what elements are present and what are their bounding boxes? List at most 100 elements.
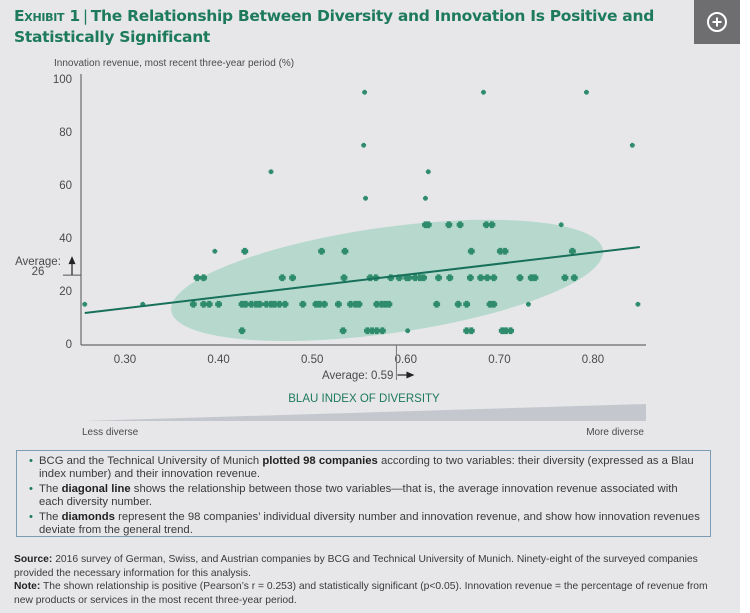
data-point	[501, 247, 509, 255]
note-text: The	[39, 511, 62, 523]
data-point	[363, 195, 368, 201]
note-text: represent the 98 companies’ individual d…	[39, 511, 700, 536]
data-point	[570, 274, 578, 282]
data-point	[445, 221, 453, 229]
y-tick-label: 80	[59, 127, 72, 139]
x-tick-label: 0.40	[207, 354, 229, 366]
explanation-item: The diagonal line shows the relationship…	[29, 483, 700, 508]
data-point	[482, 221, 490, 229]
data-point	[467, 247, 475, 255]
y-tick-label: 0	[66, 339, 72, 351]
data-point	[256, 300, 264, 308]
data-point	[425, 169, 431, 175]
source-note: Source: 2016 survey of German, Swiss, an…	[14, 553, 729, 580]
data-point	[467, 327, 475, 335]
x-tick-label: 0.60	[395, 354, 417, 366]
scale-low-label: Less diverse	[82, 427, 139, 438]
data-point	[629, 142, 635, 148]
data-point	[561, 274, 569, 282]
note-text: The	[39, 483, 62, 495]
data-point	[454, 300, 462, 308]
data-point	[268, 169, 274, 175]
x-tick-label: 0.80	[582, 354, 604, 366]
y-tick-label: 40	[59, 233, 72, 245]
note-text: shows the relationship between those two…	[39, 483, 678, 508]
y-axis-title: Innovation revenue, most recent three-ye…	[54, 58, 294, 69]
explanation-item: BCG and the Technical University of Muni…	[29, 455, 700, 480]
data-point	[516, 274, 524, 282]
y-average-arrow-icon	[68, 256, 76, 276]
data-point	[238, 327, 246, 335]
x-tick-label: 0.30	[114, 354, 136, 366]
data-point	[420, 274, 427, 282]
data-point	[276, 300, 283, 308]
data-point	[242, 300, 250, 308]
data-point	[477, 274, 485, 282]
note-text: BCG and the Technical University of Muni…	[39, 455, 263, 467]
y-tick-label: 60	[59, 180, 72, 192]
data-point	[212, 248, 218, 254]
note-text: The shown relationship is positive (Pear…	[14, 581, 708, 606]
note: Note: The shown relationship is positive…	[14, 580, 729, 607]
data-point	[385, 300, 393, 308]
data-point	[82, 301, 88, 307]
data-point	[193, 274, 201, 282]
source-label: Source:	[14, 554, 53, 565]
exhibit-label: Exhibit 1	[14, 7, 80, 25]
data-point	[341, 247, 349, 255]
data-point	[456, 221, 464, 229]
data-point	[318, 247, 325, 255]
y-tick-label: 20	[59, 286, 72, 298]
data-point	[423, 195, 428, 201]
title-separator: |	[82, 7, 88, 25]
data-point	[435, 274, 442, 282]
exhibit-title: Exhibit 1 | The Relationship Between Diver…	[14, 6, 684, 48]
title-text: The Relationship Between Diversity and I…	[14, 7, 654, 46]
y-average-label: Average:	[15, 256, 61, 268]
note-emphasis: plotted 98 companies	[262, 455, 378, 467]
plus-circle-icon	[707, 12, 727, 32]
explanation-item: The diamonds represent the 98 companies’…	[29, 511, 700, 536]
data-point	[463, 300, 471, 308]
data-point	[584, 89, 589, 95]
data-point	[490, 274, 498, 282]
y-tick-label: 100	[53, 74, 72, 86]
data-point	[558, 222, 564, 228]
data-point	[289, 274, 296, 282]
note-emphasis: diagonal line	[61, 483, 131, 495]
data-point	[405, 274, 413, 282]
data-point	[635, 301, 641, 307]
note-emphasis: diamonds	[61, 511, 115, 523]
data-point	[466, 274, 474, 282]
data-point	[281, 300, 289, 308]
note-text: according to two variables: their divers…	[39, 455, 694, 480]
data-point	[490, 300, 498, 308]
data-point	[215, 300, 222, 308]
footnotes: Source: 2016 survey of German, Swiss, an…	[14, 553, 729, 607]
scale-high-label: More diverse	[586, 427, 644, 438]
data-point	[424, 221, 432, 229]
data-point	[355, 300, 363, 308]
data-point	[200, 300, 208, 308]
data-point	[507, 327, 515, 335]
data-point	[405, 328, 411, 334]
x-average-label: Average: 0.59	[322, 370, 393, 382]
cluster-ellipse	[171, 219, 604, 342]
data-point	[481, 89, 486, 95]
data-point	[189, 300, 197, 308]
x-tick-label: 0.50	[301, 354, 323, 366]
data-point	[433, 300, 441, 308]
explanation-box: BCG and the Technical University of Muni…	[16, 450, 711, 537]
data-point	[569, 247, 576, 255]
data-point	[299, 300, 307, 308]
data-point	[200, 274, 208, 282]
scatter-chart: Innovation revenue, most recent three-ye…	[15, 58, 646, 438]
expand-button[interactable]	[694, 0, 740, 44]
data-point	[526, 301, 531, 307]
data-point	[379, 327, 386, 335]
data-point	[362, 89, 368, 95]
trend-line	[84, 246, 640, 314]
data-point	[278, 274, 286, 282]
source-text: 2016 survey of German, Swiss, and Austri…	[14, 554, 698, 579]
